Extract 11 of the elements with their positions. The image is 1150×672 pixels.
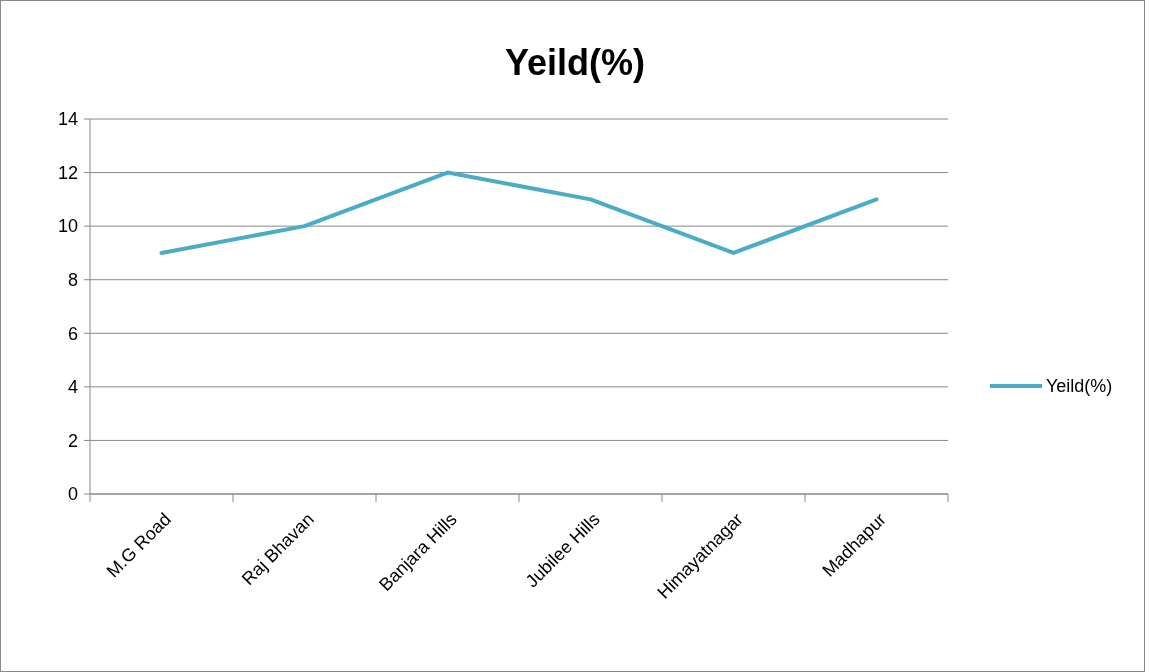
y-tick-label: 8 — [67, 270, 78, 291]
y-tick-label: 10 — [57, 216, 78, 237]
y-tick-label: 12 — [57, 162, 78, 183]
y-tick-label: 6 — [67, 323, 78, 344]
legend-label: Yeild(%) — [1046, 376, 1113, 397]
line-series — [159, 170, 879, 255]
y-tick-label: 0 — [67, 484, 78, 505]
chart-title: Yeild(%) — [504, 42, 646, 83]
y-tick-label: 14 — [57, 109, 78, 130]
y-tick-label: 2 — [67, 430, 78, 451]
y-tick-label: 4 — [67, 377, 78, 398]
